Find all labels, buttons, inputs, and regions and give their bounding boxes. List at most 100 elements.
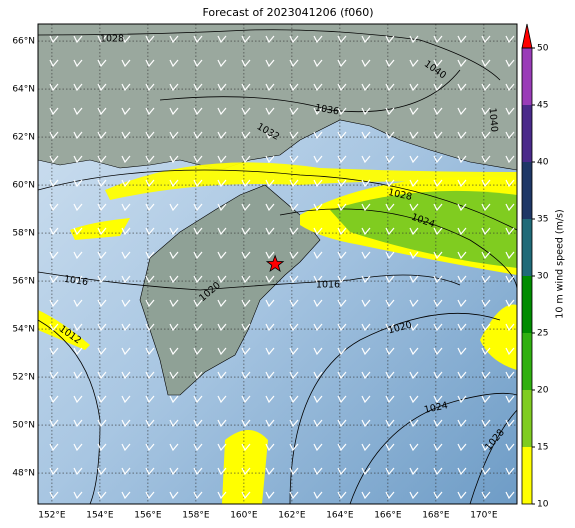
wind-barb	[457, 299, 467, 308]
wind-barb	[361, 323, 371, 332]
wind-barb	[193, 179, 203, 188]
wind-barb	[217, 59, 227, 68]
colorbar-segment	[522, 162, 532, 219]
wind-barb	[217, 155, 227, 164]
wind-barb	[193, 299, 203, 308]
wind-barb	[97, 227, 107, 236]
wind-barb	[433, 443, 443, 452]
wind-barb	[97, 83, 107, 92]
wind-barb	[337, 179, 347, 188]
wind-barb	[121, 155, 131, 164]
wind-barb	[385, 59, 395, 68]
wind-barb	[433, 371, 443, 380]
wind-barb	[145, 107, 155, 116]
wind-barb	[433, 35, 443, 44]
wind-barb	[361, 203, 371, 212]
wind-barb	[433, 203, 443, 212]
wind-barb	[481, 443, 491, 452]
wind-barb	[241, 59, 251, 68]
wind-barb	[385, 131, 395, 140]
wind-barb	[289, 347, 299, 356]
wind-barb	[337, 347, 347, 356]
wind-barb	[433, 107, 443, 116]
wind-barb	[49, 107, 59, 116]
wind-barb	[49, 251, 59, 260]
wind-barb	[49, 299, 59, 308]
colorbar-extend	[521, 23, 533, 49]
wind-barb	[121, 371, 131, 380]
wind-barb	[49, 347, 59, 356]
wind-barb	[241, 443, 251, 452]
wind-barb	[337, 155, 347, 164]
wind-barb	[313, 443, 323, 452]
wind-barb	[385, 275, 395, 284]
wind-barb	[193, 371, 203, 380]
colorbar-tick-label: 10	[537, 500, 549, 510]
wind-barb	[433, 299, 443, 308]
x-tick-label: 154°E	[86, 511, 114, 521]
wind-barb	[289, 299, 299, 308]
wind-barb	[145, 443, 155, 452]
wind-barb	[385, 395, 395, 404]
wind-barb	[265, 275, 275, 284]
wind-barb	[289, 203, 299, 212]
wind-barb	[73, 155, 83, 164]
wind-barb	[313, 179, 323, 188]
wind-barb	[481, 347, 491, 356]
wind-barb	[361, 155, 371, 164]
wind-barb	[505, 491, 515, 500]
wind-barb	[361, 131, 371, 140]
wind-barb	[361, 179, 371, 188]
land-north	[38, 24, 517, 171]
wind-barb	[289, 131, 299, 140]
wind-barb	[457, 155, 467, 164]
wind-barb	[361, 83, 371, 92]
wind-barb	[385, 467, 395, 476]
wind-barb	[217, 131, 227, 140]
wind-barb	[337, 491, 347, 500]
wind-barb	[73, 467, 83, 476]
isobar	[349, 392, 517, 504]
colorbar-segment	[522, 48, 532, 105]
wind-barb	[193, 155, 203, 164]
wind-barb	[457, 107, 467, 116]
wind-barb	[409, 83, 419, 92]
wind-barb	[361, 35, 371, 44]
isobar	[38, 29, 501, 81]
wind-barb	[409, 275, 419, 284]
wind-barb	[217, 107, 227, 116]
wind-barb	[145, 419, 155, 428]
wind-barb	[313, 467, 323, 476]
x-tick-label: 168°E	[422, 511, 450, 521]
wind-barb	[265, 155, 275, 164]
wind-barb	[265, 131, 275, 140]
wind-barb	[361, 299, 371, 308]
wind-barb	[49, 59, 59, 68]
station-marker	[265, 254, 285, 273]
wind-barb	[241, 155, 251, 164]
wind-barb	[313, 251, 323, 260]
wind-area	[330, 190, 517, 268]
wind-barb	[505, 179, 515, 188]
wind-barb	[121, 467, 131, 476]
wind-barb	[169, 35, 179, 44]
wind-barb	[217, 371, 227, 380]
wind-barb	[145, 395, 155, 404]
wind-barb	[241, 107, 251, 116]
wind-barb	[409, 131, 419, 140]
wind-barb	[121, 179, 131, 188]
wind-barb	[313, 131, 323, 140]
wind-barb	[97, 395, 107, 404]
wind-barb	[73, 83, 83, 92]
wind-barb	[457, 491, 467, 500]
wind-barb	[97, 35, 107, 44]
wind-barb	[73, 299, 83, 308]
wind-barb	[385, 323, 395, 332]
wind-barb	[289, 275, 299, 284]
wind-barb	[313, 419, 323, 428]
isobar-label: 1016	[63, 274, 88, 288]
wind-barb	[169, 131, 179, 140]
wind-barb	[121, 227, 131, 236]
wind-barb	[289, 467, 299, 476]
wind-barb	[505, 419, 515, 428]
